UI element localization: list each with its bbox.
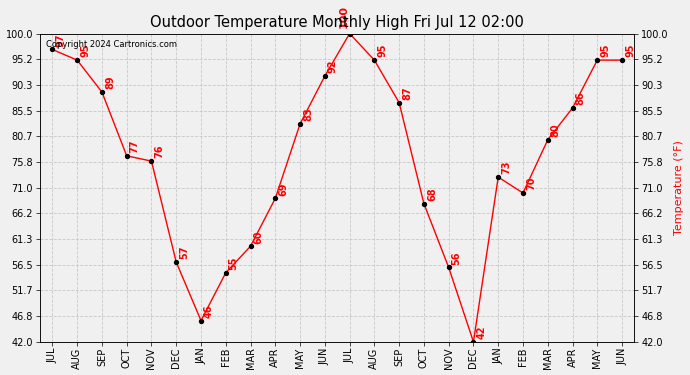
Text: 76: 76 xyxy=(155,145,164,159)
Point xyxy=(295,121,306,127)
Text: 57: 57 xyxy=(179,246,189,259)
Text: 56: 56 xyxy=(452,251,462,265)
Point xyxy=(468,339,479,345)
Point xyxy=(443,264,454,270)
Point xyxy=(47,46,58,53)
Point xyxy=(195,318,206,324)
Point xyxy=(170,259,181,265)
Title: Outdoor Temperature Monthly High Fri Jul 12 02:00: Outdoor Temperature Monthly High Fri Jul… xyxy=(150,15,524,30)
Point xyxy=(542,137,553,143)
Point xyxy=(393,100,404,106)
Text: 46: 46 xyxy=(204,304,214,318)
Point xyxy=(369,57,380,63)
Text: 73: 73 xyxy=(501,161,511,174)
Point xyxy=(72,57,83,63)
Text: 92: 92 xyxy=(328,60,338,74)
Point xyxy=(270,195,281,201)
Point xyxy=(319,73,331,79)
Text: 77: 77 xyxy=(130,140,139,153)
Point xyxy=(97,89,108,95)
Text: 68: 68 xyxy=(427,188,437,201)
Point xyxy=(121,153,132,159)
Point xyxy=(617,57,628,63)
Point xyxy=(245,243,256,249)
Point xyxy=(592,57,603,63)
Point xyxy=(344,30,355,36)
Text: 100: 100 xyxy=(338,5,348,28)
Point xyxy=(146,158,157,164)
Point xyxy=(418,201,429,207)
Text: 95: 95 xyxy=(625,44,635,57)
Text: 69: 69 xyxy=(278,182,288,196)
Text: 89: 89 xyxy=(105,76,115,89)
Point xyxy=(518,190,529,196)
Text: 95: 95 xyxy=(600,44,610,57)
Point xyxy=(493,174,504,180)
Text: 87: 87 xyxy=(402,86,412,100)
Text: 86: 86 xyxy=(575,92,586,105)
Y-axis label: Temperature (°F): Temperature (°F) xyxy=(674,140,684,235)
Point xyxy=(220,270,231,276)
Text: 95: 95 xyxy=(80,44,90,57)
Text: 60: 60 xyxy=(253,230,264,243)
Text: 42: 42 xyxy=(476,326,486,339)
Text: 70: 70 xyxy=(526,177,536,190)
Point xyxy=(567,105,578,111)
Text: 55: 55 xyxy=(229,256,239,270)
Text: 83: 83 xyxy=(303,108,313,121)
Text: 95: 95 xyxy=(377,44,387,57)
Text: 80: 80 xyxy=(551,124,561,137)
Text: Copyright 2024 Cartronics.com: Copyright 2024 Cartronics.com xyxy=(46,40,177,49)
Text: 97: 97 xyxy=(55,33,66,47)
